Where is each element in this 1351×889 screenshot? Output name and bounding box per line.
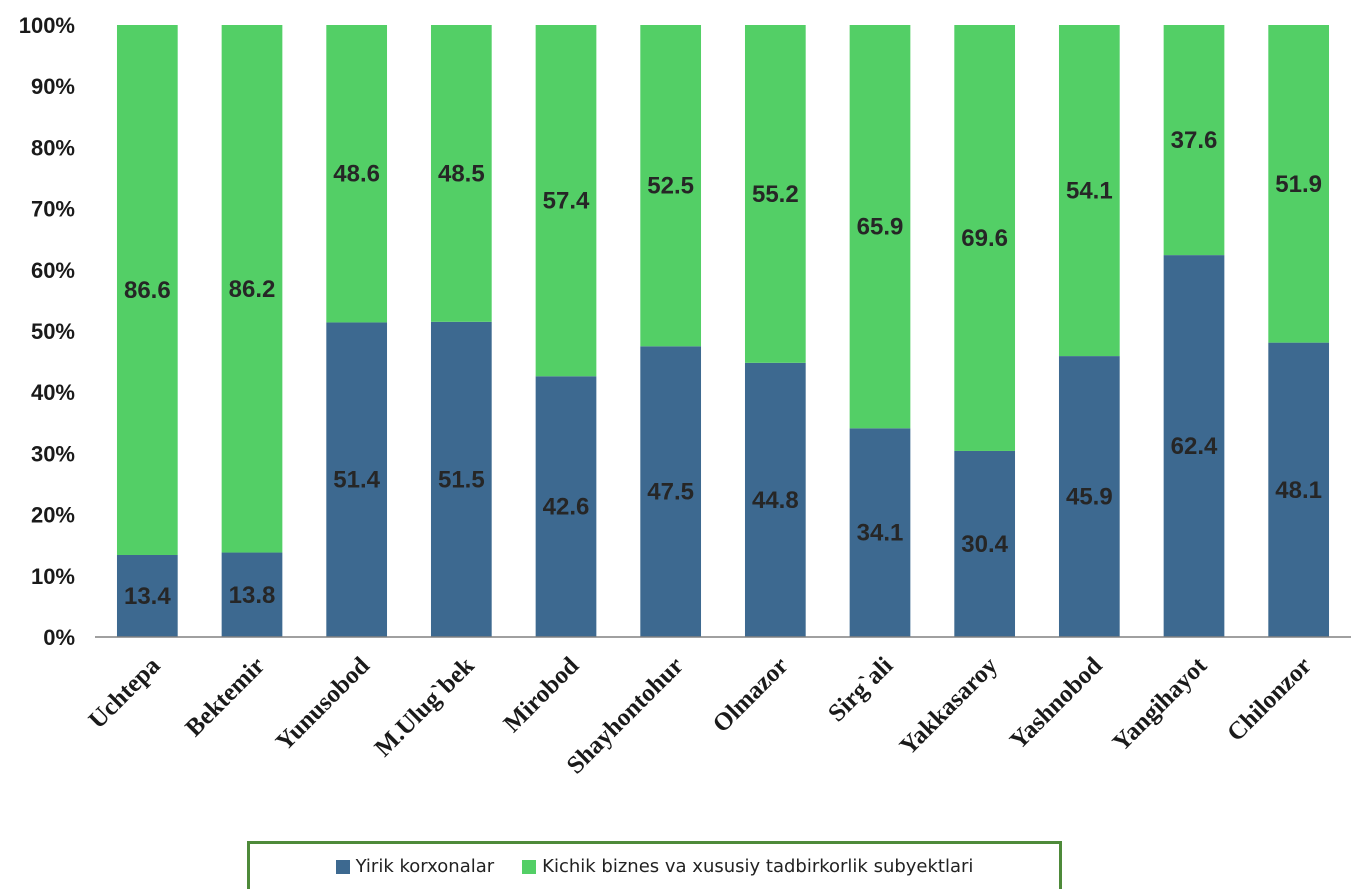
bar-segment-series-1 bbox=[221, 25, 283, 553]
bar-segment-series-1 bbox=[535, 25, 597, 377]
legend-swatch-series-0 bbox=[335, 859, 350, 874]
data-label-series-0: 13.4 bbox=[124, 583, 171, 610]
data-label-series-0: 47.5 bbox=[647, 479, 694, 506]
data-labels: 13.4 86.6 13.8 86.2 51.4 48.6 51.5 48.5 42.6 57.4… bbox=[124, 127, 1322, 610]
legend-label-series-0: Yirik korxonalar bbox=[355, 856, 495, 877]
x-tick-label: Yashnobod bbox=[1005, 652, 1108, 755]
data-label-series-0: 42.6 bbox=[543, 494, 590, 521]
data-label-series-1: 86.2 bbox=[229, 276, 276, 303]
y-tick-label: 0% bbox=[43, 625, 75, 650]
bar-segment-series-0 bbox=[954, 450, 1016, 637]
data-label-series-0: 51.4 bbox=[333, 467, 380, 494]
data-label-series-0: 51.5 bbox=[438, 466, 485, 493]
x-tick-label: Bektemir bbox=[180, 652, 270, 742]
bar-segment-series-1 bbox=[1058, 25, 1120, 357]
data-label-series-1: 54.1 bbox=[1066, 178, 1113, 205]
y-tick-label: 80% bbox=[31, 135, 75, 160]
bar-segment-series-0 bbox=[1058, 356, 1120, 637]
bars bbox=[116, 25, 1330, 637]
y-tick-label: 50% bbox=[31, 319, 75, 344]
x-tick-label: M.Ulug`bek bbox=[370, 652, 480, 762]
legend-swatch-series-1 bbox=[522, 859, 537, 874]
legend-item-series-0: Yirik korxonalar bbox=[335, 856, 495, 877]
bar-segment-series-0 bbox=[1268, 342, 1330, 637]
bar-segment-series-1 bbox=[640, 25, 702, 347]
bar-segment-series-0 bbox=[535, 376, 597, 637]
x-tick-label: Chilonzor bbox=[1222, 652, 1317, 747]
data-label-series-1: 86.6 bbox=[124, 277, 171, 304]
y-axis-ticks: 0% 10% 20% 30% 40% 50% 60% 70% 80% 90% 100% bbox=[19, 13, 75, 650]
bar-segment-series-0 bbox=[849, 428, 911, 637]
data-label-series-1: 69.6 bbox=[961, 225, 1008, 252]
data-label-series-1: 48.5 bbox=[438, 160, 485, 187]
data-label-series-0: 48.1 bbox=[1275, 477, 1322, 504]
bar-segment-series-1 bbox=[430, 25, 492, 322]
bar-segment-series-1 bbox=[1163, 25, 1225, 256]
data-label-series-1: 65.9 bbox=[857, 214, 904, 241]
bar-segment-series-0 bbox=[326, 322, 388, 637]
data-label-series-1: 48.6 bbox=[333, 161, 380, 188]
legend-label-series-1: Kichik biznes va xususiy tadbirkorlik su… bbox=[542, 856, 974, 877]
y-tick-label: 100% bbox=[19, 13, 75, 38]
data-label-series-0: 44.8 bbox=[752, 487, 799, 514]
bar-segment-series-1 bbox=[116, 25, 178, 555]
bar-segment-series-0 bbox=[116, 554, 178, 637]
y-tick-label: 20% bbox=[31, 503, 75, 528]
bar-segment-series-1 bbox=[744, 25, 806, 363]
data-label-series-0: 30.4 bbox=[961, 531, 1008, 558]
x-tick-label: Yunusobod bbox=[271, 652, 375, 756]
y-tick-label: 60% bbox=[31, 258, 75, 283]
bar-segment-series-0 bbox=[221, 552, 283, 637]
data-label-series-0: 62.4 bbox=[1171, 433, 1218, 460]
data-label-series-0: 45.9 bbox=[1066, 484, 1113, 511]
bar-segment-series-1 bbox=[954, 25, 1016, 451]
bar-segment-series-0 bbox=[640, 346, 702, 637]
bar-segment-series-0 bbox=[744, 362, 806, 637]
x-tick-label: Olmazor bbox=[708, 652, 794, 738]
bar-segment-series-1 bbox=[849, 25, 911, 429]
y-tick-label: 30% bbox=[31, 441, 75, 466]
data-label-series-1: 51.9 bbox=[1275, 171, 1322, 198]
y-tick-label: 70% bbox=[31, 197, 75, 222]
legend-item-series-1: Kichik biznes va xususiy tadbirkorlik su… bbox=[522, 856, 973, 877]
y-tick-label: 40% bbox=[31, 380, 75, 405]
bar-segment-series-1 bbox=[1268, 25, 1330, 343]
data-label-series-1: 57.4 bbox=[543, 188, 590, 215]
data-label-series-1: 52.5 bbox=[647, 173, 694, 200]
x-tick-label: Mirobod bbox=[499, 652, 585, 738]
legend: Yirik korxonalar Kichik biznes va xususi… bbox=[247, 841, 1062, 889]
data-label-series-0: 34.1 bbox=[857, 520, 904, 547]
x-tick-label: Yangihayot bbox=[1108, 652, 1213, 757]
bar-segment-series-1 bbox=[326, 25, 388, 323]
x-tick-label: Yakkasaroy bbox=[895, 652, 1004, 761]
data-label-series-1: 37.6 bbox=[1171, 127, 1218, 154]
x-tick-label: Uchtepa bbox=[84, 652, 166, 734]
data-label-series-0: 13.8 bbox=[229, 582, 276, 609]
data-label-series-1: 55.2 bbox=[752, 181, 799, 208]
x-tick-label: Sirg`ali bbox=[823, 652, 898, 727]
bar-segment-series-0 bbox=[430, 321, 492, 637]
bar-segment-series-0 bbox=[1163, 255, 1225, 637]
y-tick-label: 10% bbox=[31, 564, 75, 589]
y-tick-label: 90% bbox=[31, 74, 75, 99]
